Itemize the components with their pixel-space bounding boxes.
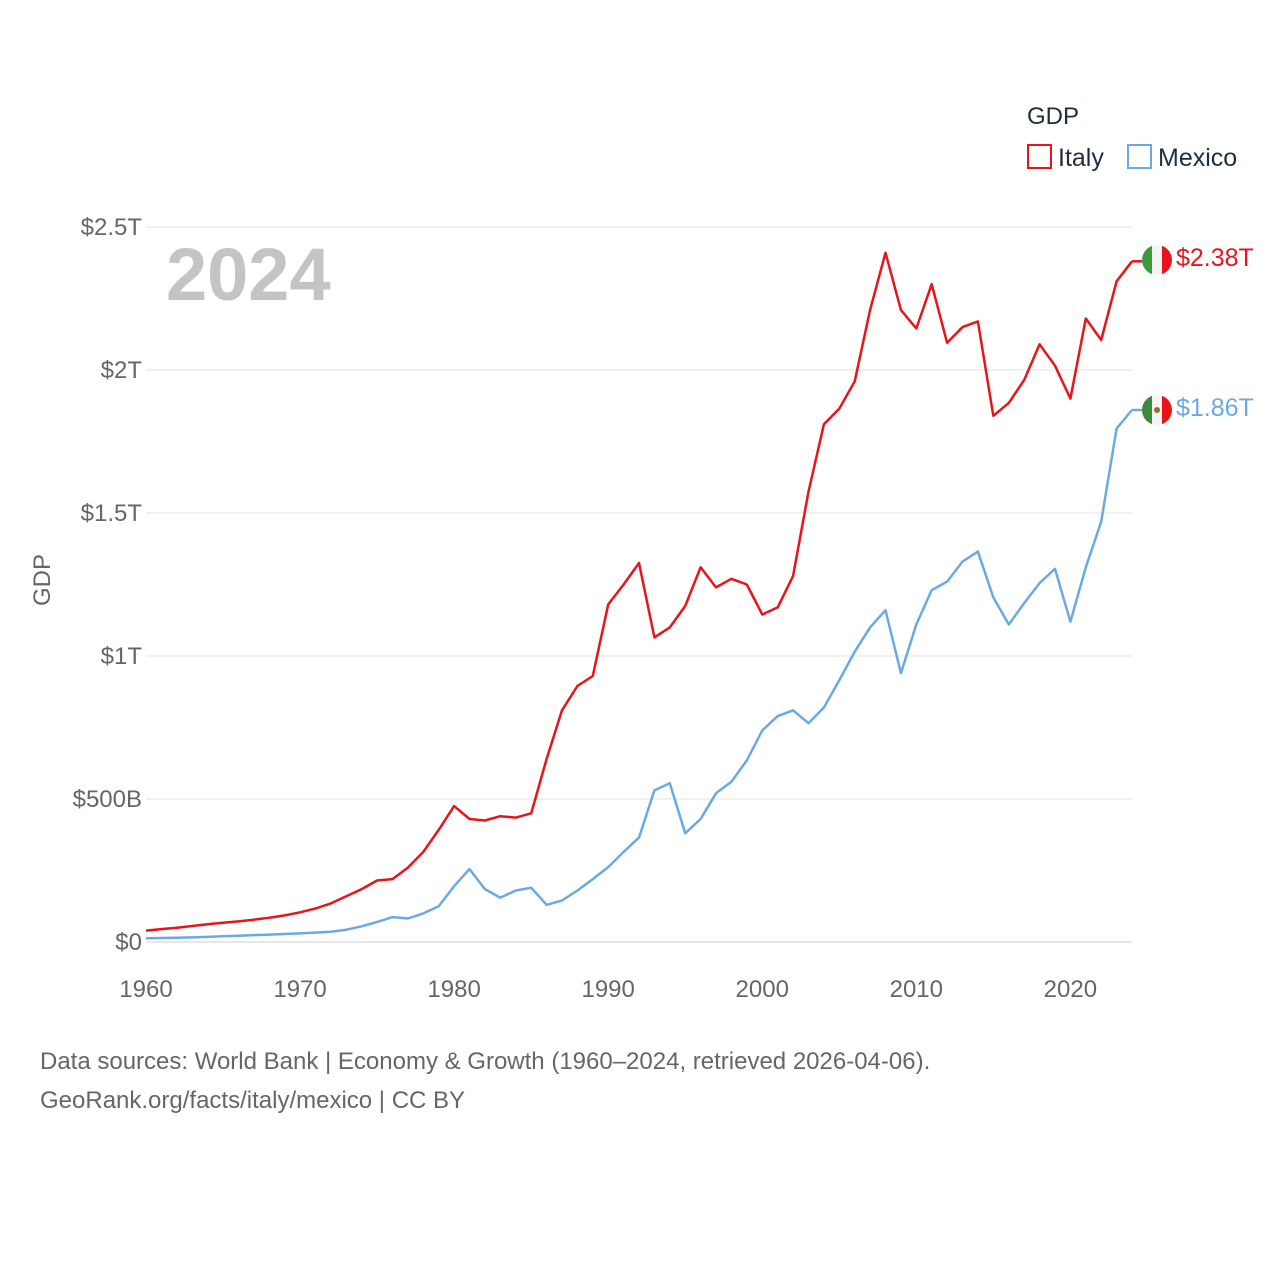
x-tick-label: 1960 [119,976,172,1003]
legend-title: GDP [1027,103,1079,130]
x-tick-label: 1990 [581,976,634,1003]
italy-end-label: $2.38T [1176,244,1254,272]
x-tick-label: 2020 [1044,976,1097,1003]
legend-swatch-italy [1027,144,1052,169]
legend-label-italy: Italy [1058,144,1104,172]
x-tick-label: 1980 [427,976,480,1003]
x-tick-label: 2000 [736,976,789,1003]
series-line-mexico [145,409,1133,940]
y-axis: $0 $500B $1T $1.5T $2T $2.5T [73,214,143,956]
x-axis: 1960 1970 1980 1990 2000 2010 2020 [119,976,1097,1003]
legend-item-mexico[interactable]: Mexico [1127,144,1237,172]
year-label: 2024 [166,233,331,316]
series-line-italy [145,251,1133,932]
series-layer [145,251,1142,940]
data-sources-text: Data sources: World Bank | Economy & Gro… [40,1048,931,1075]
legend-item-italy[interactable]: Italy [1027,144,1104,172]
x-tick-label: 1970 [273,976,326,1003]
legend-swatch-mexico [1127,144,1152,169]
footer: Data sources: World Bank | Economy & Gro… [40,1042,1240,1120]
italy-flag-icon [1142,245,1172,275]
y-tick-label: $2.5T [81,214,143,241]
y-tick-label: $0 [115,929,142,956]
y-tick-label: $1T [101,643,143,670]
attribution-text: GeoRank.org/facts/italy/mexico | CC BY [40,1087,466,1114]
legend-label-mexico: Mexico [1158,144,1237,172]
y-axis-title: GDP [29,554,56,606]
mexico-flag-icon [1142,395,1172,425]
legend[interactable]: GDP Italy Mexico [1027,103,1237,172]
gridlines [146,226,1132,943]
y-tick-label: $2T [101,357,143,384]
x-tick-label: 2010 [890,976,943,1003]
mexico-end-label: $1.86T [1176,394,1254,422]
y-tick-label: $500B [73,786,142,813]
y-tick-label: $1.5T [81,500,143,527]
